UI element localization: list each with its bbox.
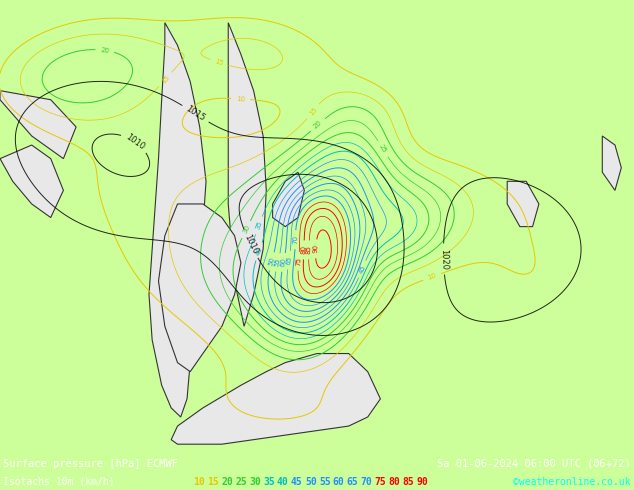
Polygon shape: [602, 136, 621, 191]
Text: 45: 45: [291, 477, 303, 487]
Polygon shape: [228, 23, 266, 326]
Text: 40: 40: [255, 246, 263, 257]
Text: 30: 30: [242, 224, 251, 235]
Text: ©weatheronline.co.uk: ©weatheronline.co.uk: [514, 477, 631, 487]
Text: 20: 20: [221, 477, 233, 487]
Text: 60: 60: [333, 477, 345, 487]
Text: 80: 80: [389, 477, 401, 487]
Text: Surface pressure [hPa] ECMWF: Surface pressure [hPa] ECMWF: [3, 459, 178, 468]
Text: 90: 90: [417, 477, 429, 487]
Text: 10: 10: [193, 477, 205, 487]
Text: Isotachs 10m (km/h): Isotachs 10m (km/h): [3, 477, 115, 487]
Text: 65: 65: [285, 255, 293, 265]
Text: 1010: 1010: [124, 132, 146, 152]
Text: 30: 30: [249, 477, 261, 487]
Polygon shape: [149, 23, 206, 417]
Text: 60: 60: [280, 257, 287, 268]
Text: 70: 70: [292, 235, 299, 245]
Text: 70: 70: [361, 477, 373, 487]
Polygon shape: [171, 354, 380, 444]
Text: 15: 15: [207, 477, 219, 487]
Text: 20: 20: [313, 120, 323, 130]
Text: 85: 85: [403, 477, 415, 487]
Text: 10: 10: [236, 96, 245, 102]
Text: 1020: 1020: [439, 248, 448, 270]
Polygon shape: [273, 172, 304, 226]
Text: 65: 65: [347, 477, 359, 487]
Polygon shape: [158, 204, 241, 371]
Text: 45: 45: [358, 264, 366, 274]
Text: 1015: 1015: [184, 104, 207, 123]
Text: 10: 10: [427, 272, 437, 281]
Text: 50: 50: [268, 256, 276, 267]
Polygon shape: [507, 181, 539, 226]
Text: 55: 55: [319, 477, 331, 487]
Text: 25: 25: [378, 144, 387, 154]
Text: 75: 75: [375, 477, 387, 487]
Polygon shape: [0, 145, 63, 218]
Text: 20: 20: [100, 47, 110, 54]
Text: 1010: 1010: [242, 233, 259, 256]
Text: Sa 01-06-2024 06:00 UTC (06+72): Sa 01-06-2024 06:00 UTC (06+72): [437, 459, 631, 468]
Polygon shape: [0, 91, 76, 159]
Text: 90: 90: [313, 244, 319, 253]
Text: 15: 15: [308, 106, 318, 117]
Text: 85: 85: [306, 245, 312, 254]
Text: 35: 35: [263, 477, 275, 487]
Text: 50: 50: [305, 477, 317, 487]
Text: 15: 15: [160, 74, 171, 85]
Text: 35: 35: [255, 220, 263, 231]
Text: 80: 80: [301, 245, 307, 254]
Text: 25: 25: [235, 477, 247, 487]
Text: 75: 75: [295, 257, 302, 266]
Text: 15: 15: [214, 58, 224, 67]
Text: 55: 55: [274, 257, 281, 268]
Text: 40: 40: [277, 477, 289, 487]
